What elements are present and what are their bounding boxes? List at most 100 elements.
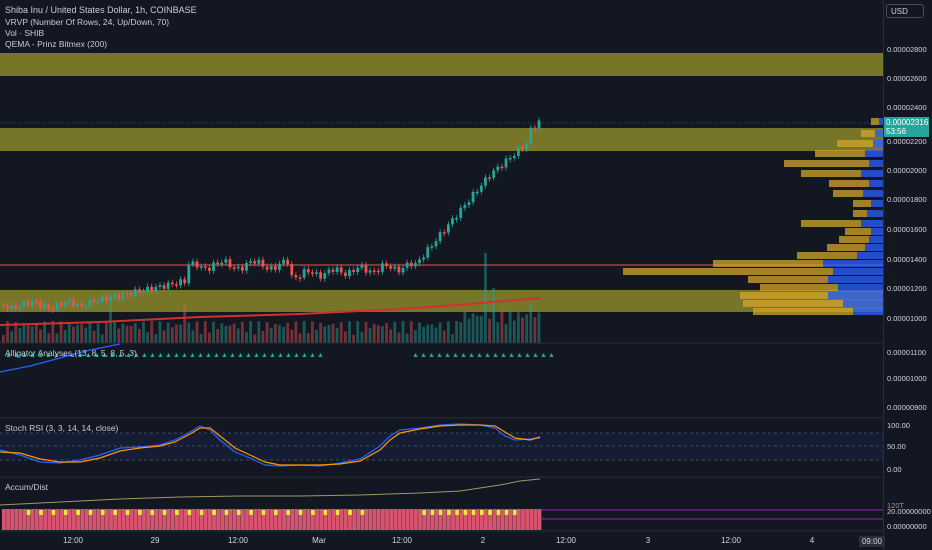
alligator-arrow: ▲ bbox=[109, 352, 116, 359]
volume-bar bbox=[80, 324, 84, 343]
heat-cell-yellow bbox=[26, 510, 31, 515]
indicator-vrvp[interactable]: VRVP (Number Of Rows, 24, Up/Down, 70) bbox=[5, 17, 170, 27]
time-axis[interactable] bbox=[0, 531, 883, 550]
alligator-arrow: ▲ bbox=[133, 352, 140, 359]
candle bbox=[438, 232, 442, 242]
candle bbox=[154, 286, 158, 292]
alligator-arrow: ▲ bbox=[149, 352, 156, 359]
heat-cell bbox=[282, 509, 286, 530]
volume-bar bbox=[290, 329, 294, 343]
symbol-title[interactable]: Shiba Inu / United States Dollar, 1h, CO… bbox=[5, 5, 197, 15]
candle bbox=[500, 166, 504, 169]
alligator-arrow: ▲ bbox=[253, 352, 260, 359]
candle bbox=[63, 302, 67, 307]
heat-cell bbox=[14, 509, 19, 530]
accum-tick-partial: 120T bbox=[887, 501, 905, 510]
volume-bar bbox=[397, 332, 401, 343]
candle bbox=[339, 267, 343, 273]
volume-bar bbox=[479, 315, 483, 343]
heat-cell bbox=[286, 509, 291, 530]
volume-bar bbox=[525, 314, 529, 343]
heat-cell bbox=[401, 509, 406, 530]
heat-cell bbox=[146, 509, 150, 530]
heat-cell bbox=[34, 509, 39, 530]
volume-bar bbox=[446, 321, 450, 343]
vrvp-down bbox=[837, 140, 873, 147]
heat-cell bbox=[430, 509, 435, 530]
candle bbox=[39, 301, 42, 308]
indicator-alligator[interactable]: Alligator Analyses (13, 8, 5, 8, 5, 3) bbox=[5, 348, 137, 358]
heat-cell bbox=[129, 509, 134, 530]
alligator-arrow: ▲ bbox=[213, 352, 220, 359]
candle bbox=[335, 267, 339, 272]
alligator-arrow: ▲ bbox=[277, 352, 284, 359]
indicator-qema[interactable]: QEMA - Prinz Bitmex (200) bbox=[5, 39, 108, 49]
heat-cell-yellow bbox=[273, 510, 278, 515]
heat-cell-yellow bbox=[463, 510, 468, 515]
heat-cell bbox=[405, 509, 410, 530]
volume-bar bbox=[422, 326, 426, 343]
heat-cell bbox=[47, 509, 52, 530]
volume-bar bbox=[364, 321, 368, 343]
heat-cell bbox=[224, 509, 229, 530]
alligator-arrow: ▲ bbox=[13, 352, 20, 359]
volume-bar bbox=[6, 321, 9, 343]
volume-bar bbox=[245, 331, 248, 343]
heat-cell bbox=[508, 509, 513, 530]
heat-cell bbox=[6, 509, 10, 530]
heat-cell bbox=[311, 509, 315, 530]
heat-cell bbox=[442, 509, 447, 530]
candle bbox=[261, 259, 265, 267]
heat-cell-yellow bbox=[76, 510, 80, 515]
heat-cell bbox=[446, 509, 451, 530]
heat-cell-yellow bbox=[261, 510, 266, 515]
heat-cell bbox=[133, 509, 138, 530]
heat-cell bbox=[265, 509, 270, 530]
vrvp-up bbox=[828, 276, 883, 283]
volume-bar bbox=[426, 324, 430, 343]
alligator-arrow: ▲ bbox=[476, 352, 483, 359]
candle bbox=[381, 263, 384, 272]
volume-bar bbox=[34, 322, 38, 343]
volume-bar bbox=[533, 316, 537, 343]
volume-bar bbox=[405, 333, 409, 343]
candle bbox=[405, 262, 409, 268]
vrvp-down bbox=[853, 200, 871, 207]
candle bbox=[14, 304, 18, 310]
candle bbox=[105, 296, 108, 301]
price-axis[interactable] bbox=[883, 0, 932, 550]
candle bbox=[393, 266, 397, 269]
volume-bar bbox=[55, 333, 59, 343]
candle bbox=[96, 301, 100, 304]
volume-bar bbox=[240, 321, 244, 343]
heat-cell bbox=[183, 509, 188, 530]
price-chart[interactable]: ▲ ▲ ▲ ▲ ▲ ▲ ▲ ▲ ▲ ▲ ▲ ▲ ▲ ▲ ▲ ▲ ▲ ▲ ▲ ▲ ▲ ▲ ▲ ▲ ▲ ▲ ▲ ▲ ▲ ▲ ▲ ▲ ▲ ▲ ▲ ▲ ▲ ▲ ▲ ▲… bbox=[0, 0, 883, 550]
price-tick: 0.00002400 bbox=[887, 103, 927, 112]
candle bbox=[88, 299, 92, 306]
alligator-arrow: ▲ bbox=[237, 352, 244, 359]
alligator-arrow: ▲ bbox=[301, 352, 308, 359]
indicator-volume[interactable]: Vol · SHIB bbox=[5, 28, 45, 38]
candle bbox=[212, 262, 215, 271]
vrvp-up bbox=[869, 236, 883, 243]
alligator-arrow: ▲ bbox=[444, 352, 451, 359]
volume-bar bbox=[311, 321, 314, 343]
heat-cell bbox=[471, 509, 476, 530]
alligator-arrow: ▲ bbox=[420, 352, 427, 359]
stoch-band bbox=[0, 433, 883, 460]
candle bbox=[187, 264, 191, 284]
heat-cell bbox=[475, 509, 480, 530]
heat-cell bbox=[467, 509, 472, 530]
accum-tick: 20.00000000 bbox=[887, 507, 931, 516]
alligator-arrow: ▲ bbox=[221, 352, 228, 359]
alligator-arrow: ▲ bbox=[165, 352, 172, 359]
indicator-stoch-rsi[interactable]: Stoch RSI (3, 3, 14, 14, close) bbox=[5, 423, 119, 433]
currency-button[interactable]: USD bbox=[886, 4, 924, 18]
volume-bar bbox=[496, 322, 500, 343]
indicator-accum-dist[interactable]: Accum/Dist bbox=[5, 482, 48, 492]
heat-cell-yellow bbox=[455, 510, 459, 515]
candle bbox=[496, 166, 500, 171]
heat-cell bbox=[92, 509, 97, 530]
candle bbox=[47, 304, 51, 309]
volume-bar bbox=[76, 324, 79, 343]
